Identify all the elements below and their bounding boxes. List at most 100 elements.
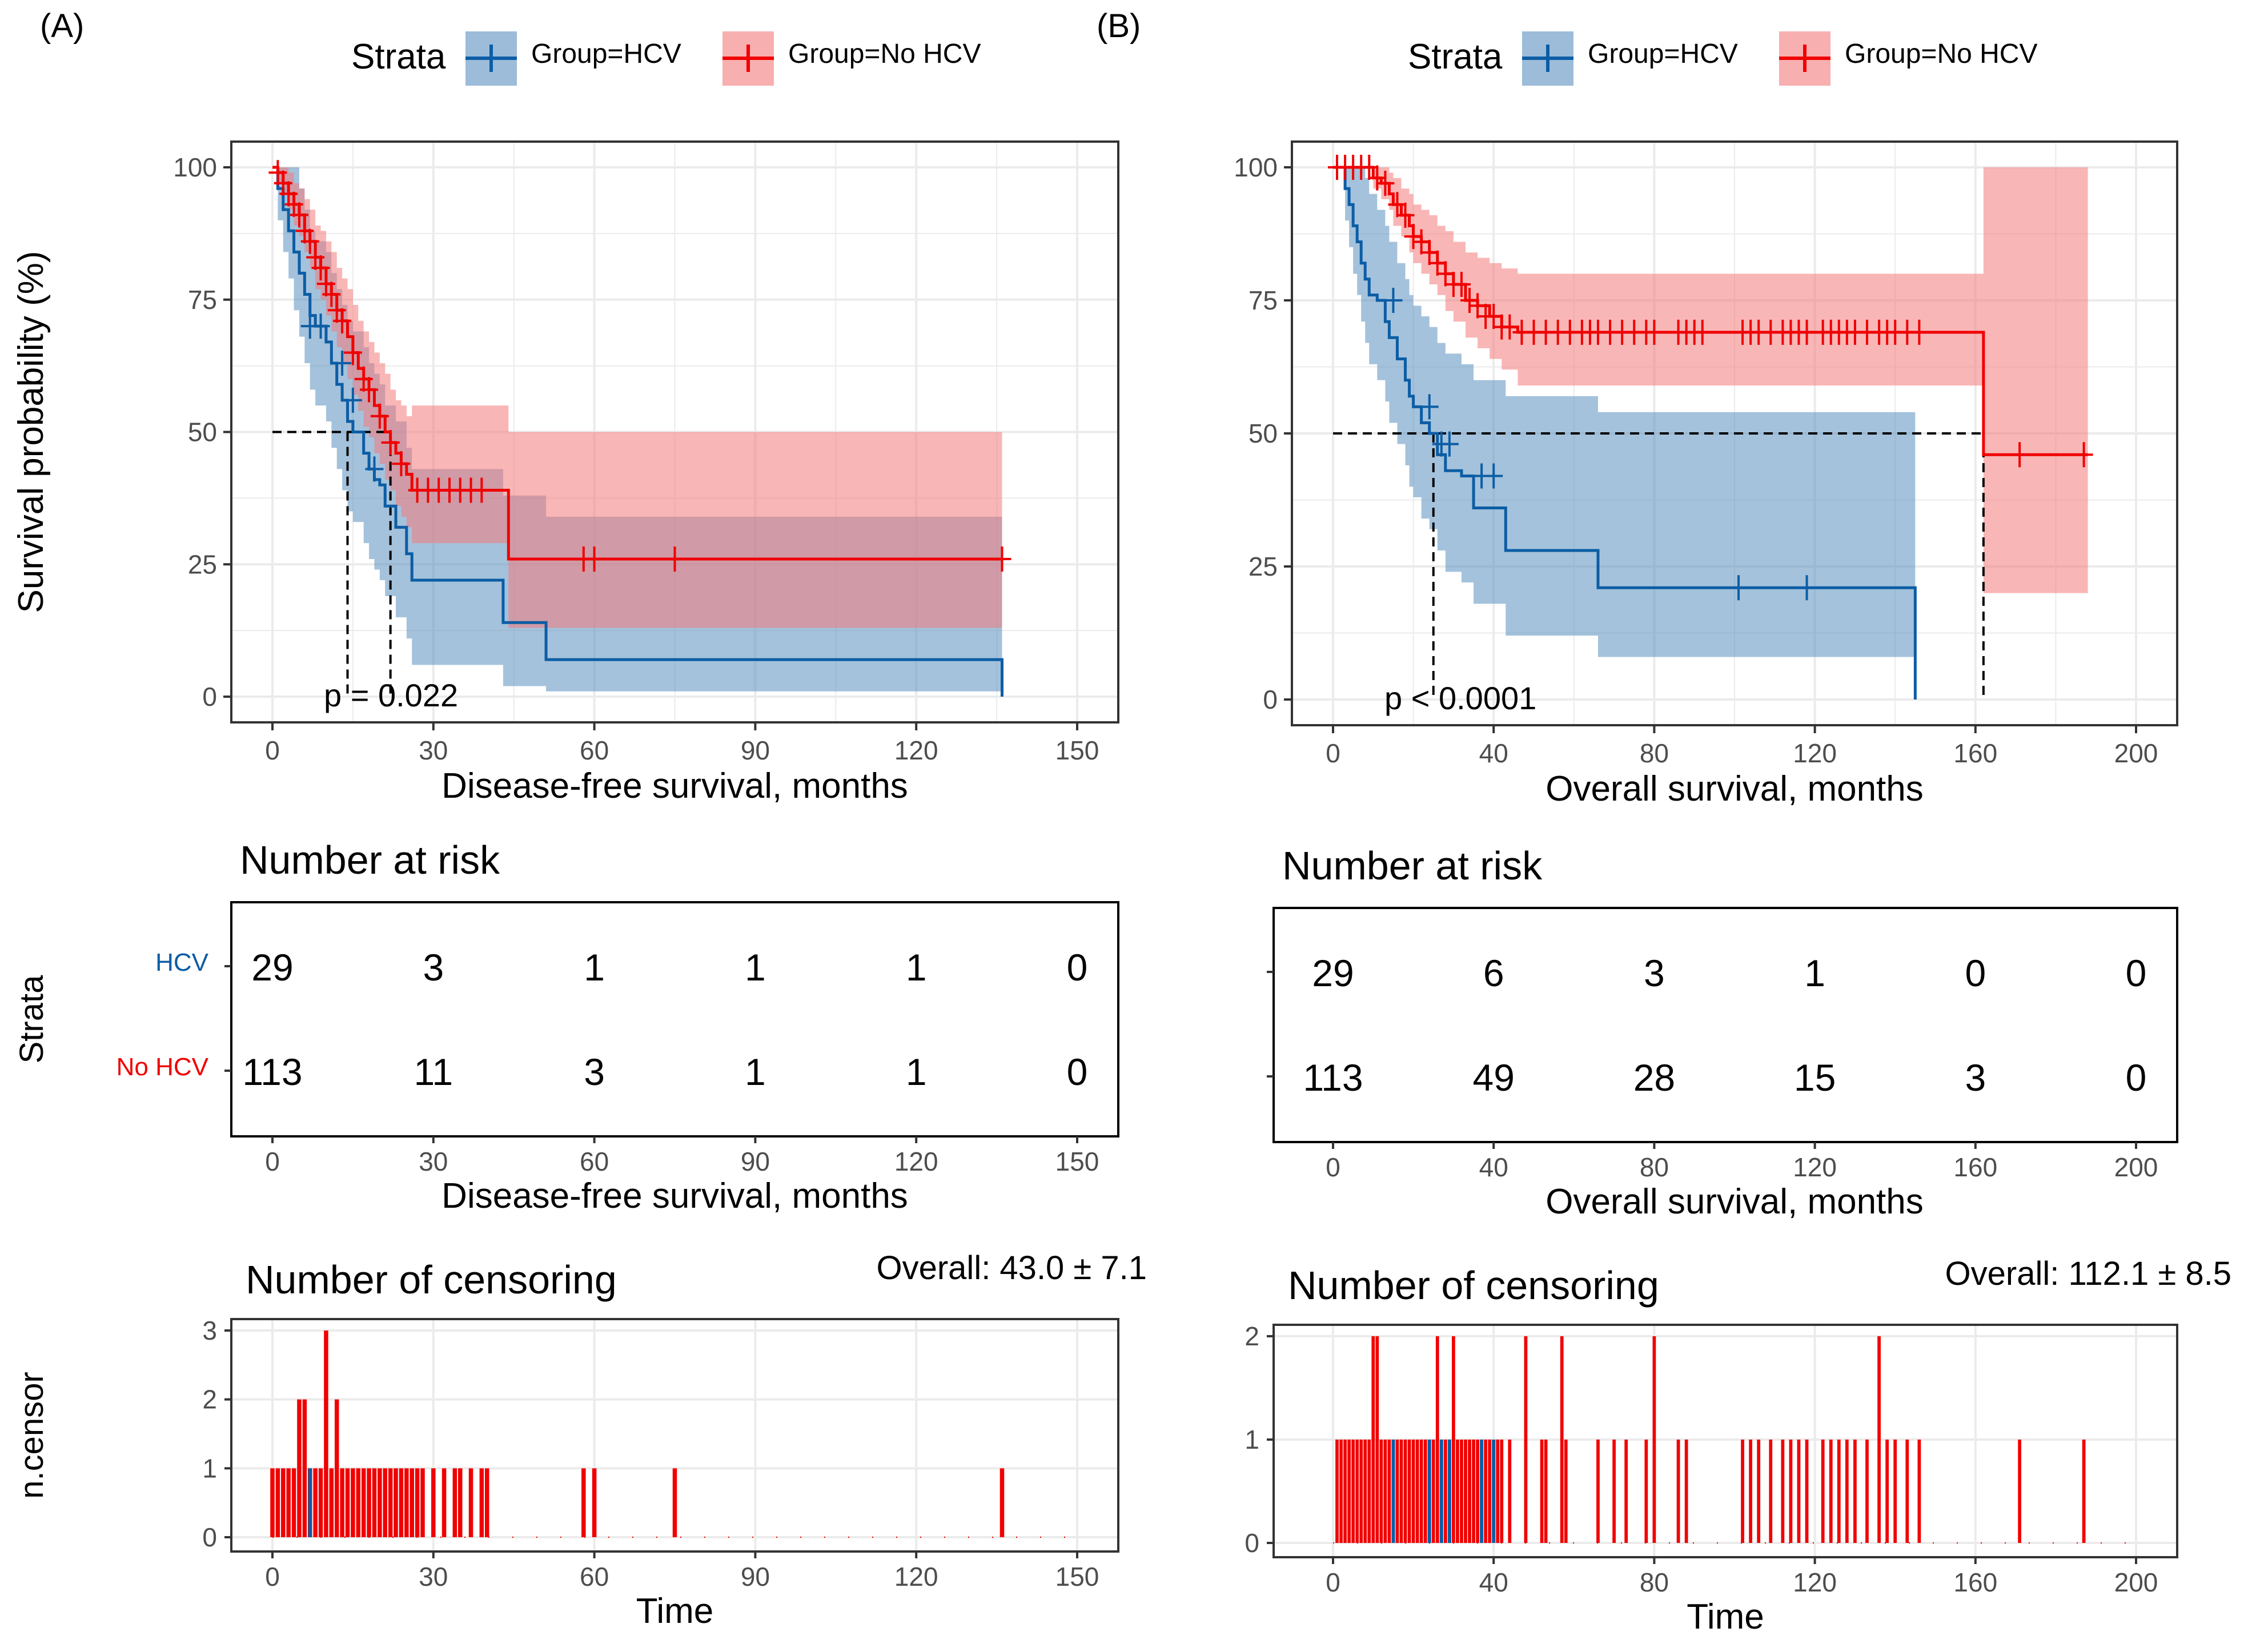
censor-bar-nohcv — [334, 1399, 339, 1537]
censor-mark-nohcv — [333, 308, 352, 333]
p-value: p < 0.0001 — [1384, 680, 1536, 716]
censor-bar-nohcv — [394, 1468, 398, 1537]
censor-bar-nohcv — [302, 1399, 307, 1537]
censor-x-tick-label: 200 — [2114, 1567, 2158, 1597]
risk-count: 15 — [1794, 1056, 1836, 1099]
censor-bar-nohcv — [458, 1468, 463, 1537]
x-tick-label: 40 — [1479, 738, 1508, 768]
censor-bar-nohcv — [1917, 1440, 1921, 1543]
risk-count: 0 — [1965, 952, 1986, 994]
censor-bar-nohcv — [1496, 1440, 1500, 1543]
legend-entry: Group=HCV — [531, 39, 681, 69]
censor-bar-nohcv — [441, 1468, 447, 1537]
censor-bar-nohcv — [1837, 1440, 1841, 1543]
ci-band-nohcv — [272, 167, 1002, 628]
censor-bar-nohcv — [297, 1399, 302, 1537]
censor-bar-nohcv — [1624, 1440, 1628, 1543]
censor-mark-nohcv — [343, 340, 362, 365]
censor-mark-nohcv — [1693, 319, 1712, 345]
censor-bar-nohcv — [2018, 1440, 2022, 1543]
x-tick-label: 0 — [1326, 738, 1340, 768]
censor-bar-nohcv — [1363, 1440, 1367, 1543]
censor-bar-nohcv — [1347, 1440, 1351, 1543]
risk-x-tick-label: 120 — [894, 1147, 938, 1176]
censor-mark-nohcv — [1376, 170, 1395, 196]
censor-bar-nohcv — [1829, 1440, 1833, 1543]
censor-bar-nohcv — [399, 1468, 404, 1537]
risk-count: 0 — [2126, 1056, 2147, 1099]
risk-count: 113 — [242, 1051, 302, 1093]
censor-bar-nohcv — [324, 1331, 328, 1537]
censor-mark-nohcv — [1645, 319, 1664, 345]
censor-bar-nohcv — [410, 1468, 414, 1537]
censor-mark-nohcv — [392, 451, 411, 477]
censor-bar-nohcv — [1524, 1336, 1528, 1543]
censor-bar-nohcv — [1893, 1440, 1897, 1543]
risk-count: 29 — [251, 946, 293, 988]
censor-bar-nohcv — [291, 1468, 296, 1537]
censor-mark-nohcv — [381, 430, 400, 456]
censor-x-tick-label: 90 — [741, 1562, 770, 1591]
censor-bar-hcv — [1439, 1440, 1443, 1543]
censor-mark-nohcv — [1468, 293, 1487, 319]
risk-count: 1 — [584, 946, 605, 988]
censor-x-tick-label: 120 — [1793, 1567, 1837, 1597]
censor-bar-nohcv — [1789, 1440, 1793, 1543]
censor-bar-nohcv — [1676, 1440, 1680, 1543]
censor-mark-nohcv — [1500, 314, 1519, 340]
risk-table-box — [1272, 907, 2178, 1143]
risk-x-tick-label: 40 — [1479, 1152, 1508, 1182]
censor-bar-nohcv — [378, 1468, 382, 1537]
censor-bar-nohcv — [313, 1468, 318, 1537]
censor-bar-nohcv — [1379, 1440, 1383, 1543]
censor-bar-nohcv — [1652, 1336, 1656, 1543]
censor-mark-nohcv — [1428, 250, 1447, 276]
risk-count: 3 — [423, 946, 444, 988]
censor-y-tick-label: 1 — [1245, 1425, 1259, 1454]
censor-bar-nohcv — [1540, 1440, 1544, 1543]
censor-bar-nohcv — [351, 1468, 355, 1537]
censor-bar-nohcv — [1387, 1440, 1391, 1543]
km-curve-hcv — [1333, 166, 1917, 700]
censor-bar-nohcv — [1769, 1440, 1773, 1543]
censor-bar-nohcv — [340, 1468, 344, 1537]
censor-bar-nohcv — [1885, 1440, 1889, 1543]
censor-y-tick-label: 0 — [1245, 1528, 1259, 1558]
censor-bar-nohcv — [1596, 1440, 1600, 1543]
censor-mark-nohcv — [665, 546, 684, 572]
y-tick-label: 0 — [1263, 685, 1278, 714]
panel-b: (B) Strata Group=HCV Group=No HCV p < 0.0001… — [1097, 7, 2231, 1637]
x-tick-label: 80 — [1640, 738, 1669, 768]
censor-mark-nohcv — [2010, 442, 2029, 468]
censor-bar-nohcv — [388, 1468, 393, 1537]
legend-entry: Group=No HCV — [788, 39, 981, 69]
panel-a: (A) Strata Group=HCV Group=No HCV p = 0.022 0… — [11, 7, 1147, 1631]
censor-y-tick-label: 0 — [202, 1522, 217, 1552]
censor-mark-nohcv — [1436, 261, 1455, 287]
risk-count: 3 — [1965, 1056, 1986, 1099]
censor-bar-nohcv — [484, 1468, 489, 1537]
censor-bar-nohcv — [1476, 1440, 1479, 1543]
censor-bar-nohcv — [1343, 1440, 1347, 1543]
censor-bar-nohcv — [1468, 1440, 1471, 1543]
censor-mark-hcv — [311, 313, 330, 339]
legend-entry: Group=HCV — [1588, 39, 1738, 69]
y-tick-label: 25 — [1249, 552, 1278, 581]
ci-band-nohcv — [1333, 167, 2088, 593]
censor-mark-nohcv — [1420, 240, 1439, 266]
x-tick-label: 200 — [2114, 738, 2158, 768]
censor-bar-nohcv — [1464, 1440, 1467, 1543]
x-tick-label: 60 — [580, 735, 609, 765]
x-axis-label: Disease-free survival, months — [441, 766, 908, 806]
risk-x-tick-label: 150 — [1055, 1147, 1099, 1176]
risk-count: 0 — [1067, 946, 1088, 988]
censor-bar-nohcv — [1853, 1440, 1857, 1543]
censor-mark-nohcv — [1396, 202, 1415, 228]
censor-bar-nohcv — [1452, 1336, 1455, 1543]
censor-bar-nohcv — [345, 1468, 350, 1537]
censor-bar-nohcv — [1560, 1336, 1564, 1543]
censor-mark-nohcv — [472, 477, 491, 503]
censor-mark-nohcv — [1388, 192, 1407, 218]
censor-mark-hcv — [333, 350, 352, 376]
censor-bar-nohcv — [1411, 1440, 1415, 1543]
